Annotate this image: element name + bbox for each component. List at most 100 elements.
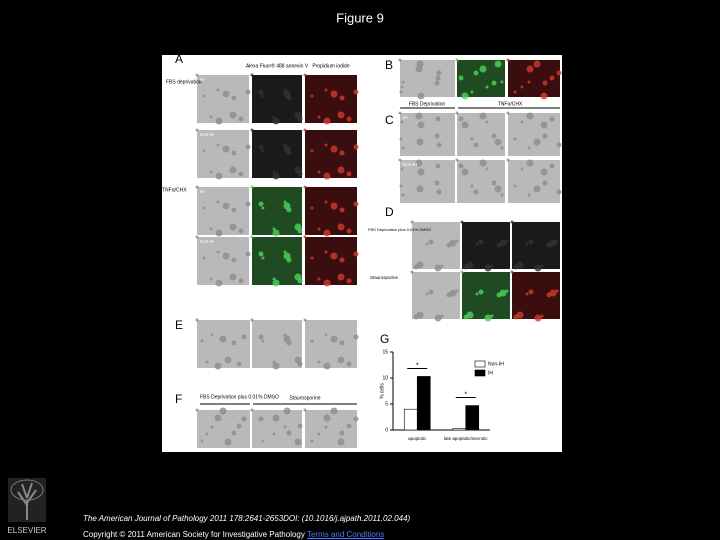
slide-title: Figure 9 — [336, 10, 384, 25]
annotation: * — [416, 362, 419, 369]
cell — [330, 252, 338, 260]
cell — [294, 356, 302, 364]
cell — [458, 163, 464, 169]
cell — [272, 170, 276, 174]
figure-label: IH — [200, 77, 205, 82]
cell — [229, 111, 237, 119]
cell — [310, 94, 314, 98]
cell — [435, 163, 441, 169]
cell — [525, 292, 529, 296]
cell — [258, 201, 264, 207]
micrograph — [305, 75, 357, 123]
cell — [440, 264, 444, 268]
cell — [491, 80, 497, 86]
cell — [499, 239, 507, 247]
cell — [222, 202, 230, 210]
cell — [337, 223, 345, 231]
cell — [324, 143, 328, 147]
cell — [434, 264, 442, 272]
cell — [272, 360, 276, 364]
cell — [214, 362, 222, 370]
cell — [339, 430, 345, 436]
cell — [310, 149, 314, 153]
bar — [416, 376, 431, 431]
cell — [401, 80, 405, 84]
cell — [410, 220, 414, 224]
cell — [425, 242, 429, 246]
cell — [283, 407, 291, 415]
cell — [416, 60, 424, 68]
cell — [202, 149, 206, 153]
cell — [490, 314, 494, 318]
cell — [484, 264, 492, 272]
cell — [534, 264, 542, 272]
cell — [494, 138, 502, 146]
cell — [526, 65, 534, 73]
cell — [310, 439, 314, 443]
citation: The American Journal of Pathology 2011 1… — [83, 514, 411, 523]
cell — [525, 242, 529, 246]
cell — [214, 414, 222, 422]
figure-label: Staurosporine — [370, 275, 399, 280]
cell — [479, 159, 487, 167]
cell — [527, 80, 531, 84]
cell — [466, 311, 474, 319]
figure-label: FBS deprivation — [166, 79, 202, 85]
cell — [283, 90, 291, 98]
cell — [245, 251, 251, 257]
bar — [452, 428, 467, 431]
cell — [491, 133, 497, 139]
cell — [205, 360, 209, 364]
figure-label: F — [175, 392, 182, 406]
cell — [398, 111, 402, 115]
figure-label: FBS Deprivation plus 0.01% DMSO — [368, 227, 431, 232]
cell — [238, 116, 244, 122]
cell — [520, 85, 524, 89]
cell — [337, 111, 345, 119]
cell — [479, 65, 487, 73]
cell — [324, 425, 328, 429]
cell — [549, 239, 557, 247]
cell — [478, 239, 484, 245]
figure-label: FBS Deprivation plus 0.01% DMSO — [200, 394, 279, 400]
cell — [526, 112, 534, 120]
micrograph — [252, 320, 302, 368]
cell — [324, 333, 328, 337]
figure-label: Non-IH — [200, 132, 214, 137]
figure-label: E — [175, 318, 183, 332]
cell — [520, 120, 524, 124]
copyright: Copyright © 2011 American Society for In… — [83, 530, 305, 539]
cell — [323, 414, 331, 422]
cell — [209, 227, 213, 231]
cell — [202, 256, 206, 260]
cell — [323, 279, 331, 287]
cell — [261, 256, 265, 260]
micrograph — [252, 187, 302, 235]
cell — [231, 340, 237, 346]
micrograph — [457, 160, 505, 203]
cell — [460, 270, 464, 274]
cell — [231, 207, 237, 213]
cell — [317, 360, 321, 364]
cell — [324, 200, 328, 204]
cell — [210, 333, 214, 337]
cell — [219, 407, 227, 415]
cell — [478, 289, 484, 295]
cell — [250, 318, 254, 322]
cell — [473, 142, 479, 148]
cell — [339, 257, 345, 263]
legend-swatch — [474, 360, 486, 368]
cell — [229, 273, 237, 281]
cell — [549, 116, 555, 122]
cell — [416, 311, 424, 319]
cell — [516, 311, 524, 319]
cell — [461, 168, 469, 176]
cell — [222, 145, 230, 153]
cell — [195, 185, 199, 189]
cell — [195, 318, 199, 322]
cell — [209, 115, 213, 119]
cell — [401, 193, 405, 197]
cell — [436, 189, 442, 195]
terms-link[interactable]: Terms and Conditions — [306, 530, 385, 539]
cell — [458, 116, 464, 122]
